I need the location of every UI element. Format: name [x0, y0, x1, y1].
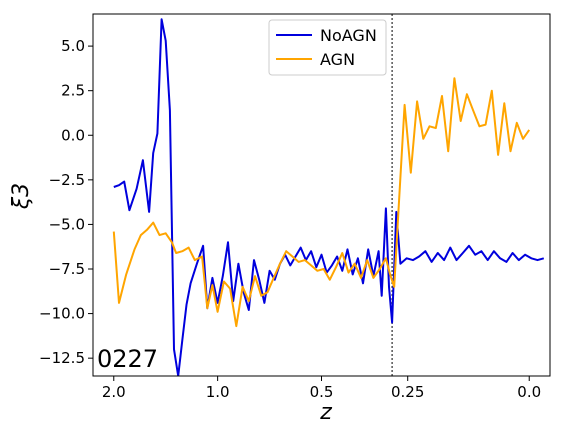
series-line-agn	[112, 77, 531, 328]
legend-label-noagn: NoAGN	[320, 26, 377, 45]
y-tick-label-3: −2.5	[49, 171, 85, 189]
legend-label-agn: AGN	[320, 50, 355, 69]
y-tick-label-1: 2.5	[61, 82, 85, 100]
y-tick-label-5: −7.5	[49, 260, 85, 278]
y-tick-label-7: −12.5	[39, 349, 85, 367]
y-tick-label-4: −5.0	[49, 215, 85, 233]
legend-box	[268, 19, 387, 76]
y-axis-ticks: 5.0 2.5 0.0 −2.5 −5.0 −7.5 −10.0 −12.5	[39, 37, 93, 367]
x-tick-label-0: 2.0	[102, 383, 126, 401]
y-tick-label-6: −10.0	[39, 305, 85, 323]
legend: NoAGN AGN	[268, 19, 387, 76]
series-line-noagn	[113, 18, 545, 376]
snapshot-number-label: 0227	[97, 345, 158, 373]
y-axis-label: ξ3	[9, 183, 34, 210]
y-tick-label-0: 5.0	[61, 37, 85, 55]
x-tick-label-2: 0.5	[310, 383, 334, 401]
x-tick-label-4: 0.0	[517, 383, 541, 401]
y-tick-label-2: 0.0	[61, 126, 85, 144]
x-tick-label-1: 1.0	[206, 383, 230, 401]
marks-layer	[112, 14, 545, 376]
x-axis-label: z	[319, 400, 332, 425]
x-tick-label-3: 0.25	[391, 383, 424, 401]
x-axis-ticks: 2.0 1.0 0.5 0.25 0.0	[102, 376, 541, 401]
